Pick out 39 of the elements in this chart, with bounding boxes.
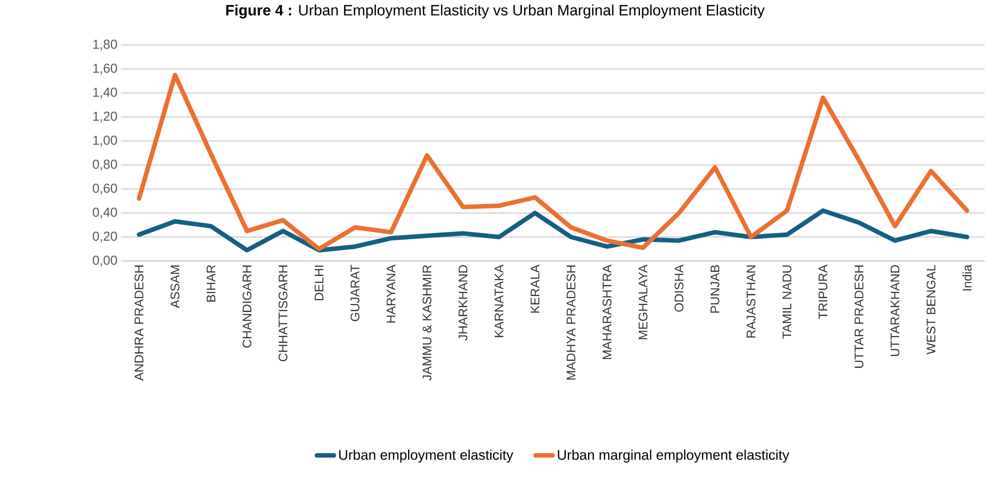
line-series xyxy=(136,208,970,252)
chart-title: Figure 4 : Urban Employment Elasticity vs Urban Marginal Employment Elasticity xyxy=(226,4,765,19)
x-tick-label: WEST BENGAL xyxy=(926,264,936,354)
y-tick-label: 0,40 xyxy=(92,208,117,218)
y-tick-label: 0,60 xyxy=(92,184,117,194)
x-tick-label: PUNJAB xyxy=(710,265,720,313)
y-tick-label: 0,80 xyxy=(92,160,117,170)
x-tick-label: CHHATTISGARH xyxy=(278,266,288,362)
line-series xyxy=(136,72,970,252)
y-tick-label: 1,80 xyxy=(93,40,117,50)
legend-label: Urban employment elasticity xyxy=(339,450,514,463)
y-tick-label: 1,00 xyxy=(93,136,117,146)
x-tick-label: HARYANA xyxy=(386,264,396,323)
x-tick-label: RAJASTHAN xyxy=(746,266,756,338)
y-tick-label: 0,00 xyxy=(92,256,117,266)
x-tick-label: DELHI xyxy=(314,266,324,300)
x-tick-label: ODISHA xyxy=(674,264,684,312)
x-tick-label: JHARKHAND xyxy=(458,265,468,340)
x-tick-label: ANDHRA PRADESH xyxy=(134,266,144,381)
y-tick-label: 1,60 xyxy=(93,64,117,74)
x-tick-label: MADHYA PRADESH xyxy=(566,266,576,380)
x-tick-label: MEGHALAYA xyxy=(638,264,648,340)
x-tick-label: CHANDIGARH xyxy=(242,266,252,348)
x-tick-label: India xyxy=(962,264,972,290)
y-tick-label: 0,20 xyxy=(92,232,117,242)
legend-label: Urban marginal employment elasticity xyxy=(558,450,790,463)
x-tick-label: JAMMU & KASHMIR xyxy=(422,265,432,381)
x-tick-label: KERALA xyxy=(530,264,540,313)
x-tick-label: GUJARAT xyxy=(350,264,360,322)
x-tick-label: UTTAR PRADESH xyxy=(854,266,864,368)
x-tick-label: MAHARASHTRA xyxy=(602,264,612,359)
x-tick-label: BIHAR xyxy=(206,265,216,302)
x-tick-label: UTTARAKHAND xyxy=(890,265,900,356)
y-tick-label: 1,40 xyxy=(93,88,117,98)
y-tick-label: 1,20 xyxy=(93,112,117,122)
x-tick-label: ASSAM xyxy=(170,266,180,308)
x-tick-label: KARNATAKA xyxy=(494,264,504,338)
x-tick-label: TAMIL NADU xyxy=(782,265,792,339)
x-tick-label: TRIPURA xyxy=(818,264,828,319)
